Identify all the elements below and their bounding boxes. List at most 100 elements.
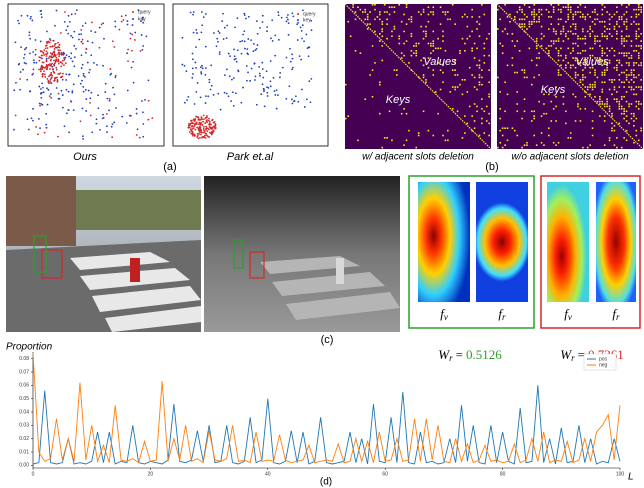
matrix-dot <box>558 38 560 40</box>
matrix-dot <box>601 4 603 6</box>
scatter-dot <box>204 135 206 137</box>
matrix-dot <box>582 16 584 18</box>
scatter-dot <box>25 63 27 65</box>
scatter-dot <box>286 57 288 59</box>
scatter-dot <box>244 14 246 16</box>
matrix-dot <box>638 86 640 88</box>
legend-marker <box>132 11 134 13</box>
matrix-dot <box>381 23 383 25</box>
matrix-dot <box>606 69 608 71</box>
matrix-dot <box>628 57 630 59</box>
matrix-dot <box>488 96 490 98</box>
scatter-dot <box>201 137 203 139</box>
scatter-dot <box>206 119 208 121</box>
matrix-dot <box>597 19 599 21</box>
scatter-dot <box>305 34 307 36</box>
scatter-dot <box>187 96 189 98</box>
matrix-dot <box>374 62 376 64</box>
matrix-dot <box>589 86 591 88</box>
matrix-dot <box>560 9 562 11</box>
matrix-dot <box>582 84 584 86</box>
scatter-dot <box>127 49 129 51</box>
matrix-dot <box>352 4 354 6</box>
matrix-dot <box>531 60 533 62</box>
matrix-dot <box>594 11 596 13</box>
matrix-dot <box>379 33 381 35</box>
matrix-dot <box>553 40 555 42</box>
thermal-photo <box>204 176 400 332</box>
matrix-dot <box>418 135 420 137</box>
scatter-dot <box>41 92 43 94</box>
matrix-dot <box>538 74 540 76</box>
scatter-dot <box>58 47 60 49</box>
matrix-dot <box>507 94 509 96</box>
matrix-dot <box>521 69 523 71</box>
scatter-dot <box>263 89 265 91</box>
scatter-dot <box>106 113 108 115</box>
scatter-dot <box>109 100 111 102</box>
scatter-dot <box>201 24 203 26</box>
matrix-dot <box>432 31 434 33</box>
matrix-dot <box>638 14 640 16</box>
matrix-dot <box>616 101 618 103</box>
matrix-dot <box>345 118 347 120</box>
matrix-dot <box>604 26 606 28</box>
matrix-dot <box>447 11 449 13</box>
scatter-dot <box>142 123 144 125</box>
scatter-dot <box>24 54 26 56</box>
matrix-dot <box>572 14 574 16</box>
matrix-dot <box>408 130 410 132</box>
matrix-dot <box>599 45 601 47</box>
scatter-dot <box>123 19 125 21</box>
scatter-dot <box>58 55 60 57</box>
scatter-dot <box>96 64 98 66</box>
matrix-dot <box>558 72 560 74</box>
matrix-dot <box>601 52 603 54</box>
matrix-dot <box>379 14 381 16</box>
matrix-dot <box>633 9 635 11</box>
matrix-dot <box>541 26 543 28</box>
matrix-dot <box>621 16 623 18</box>
matrix-dot <box>469 35 471 37</box>
matrix-dot <box>582 14 584 16</box>
matrix-dot <box>423 74 425 76</box>
scatter-dot <box>91 22 93 24</box>
feature-label: fv <box>440 306 448 322</box>
scatter-dot <box>189 124 191 126</box>
scatter-dot <box>39 127 41 129</box>
matrix-dot <box>507 140 509 142</box>
matrix-dot <box>459 84 461 86</box>
scatter-dot <box>59 61 61 63</box>
scatter-dot <box>44 73 46 75</box>
matrix-dot <box>555 106 557 108</box>
scatter-dot <box>205 95 207 97</box>
scatter-dot <box>43 91 45 93</box>
scatter-dot <box>47 104 49 106</box>
scatter-dot <box>70 57 72 59</box>
scatter-dot <box>291 99 293 101</box>
scatter-dot <box>46 127 48 129</box>
scatter-dot <box>38 60 40 62</box>
matrix-dot <box>558 74 560 76</box>
scatter-dot <box>81 41 83 43</box>
matrix-dot <box>563 103 565 105</box>
scatter-dot <box>209 121 211 123</box>
matrix-dot <box>616 21 618 23</box>
matrix-dot <box>452 86 454 88</box>
matrix-dot <box>621 31 623 33</box>
matrix-dot <box>619 26 621 28</box>
matrix-dot <box>609 140 611 142</box>
matrix-dot <box>546 48 548 50</box>
scatter-dot <box>300 26 302 28</box>
scatter-dot <box>85 89 87 91</box>
scatter-dot <box>38 69 40 71</box>
matrix-dot <box>533 135 535 137</box>
matrix-dot <box>638 108 640 110</box>
matrix-dot <box>599 115 601 117</box>
scatter-dot <box>242 34 244 36</box>
matrix-dot <box>636 94 638 96</box>
scatter-dot <box>66 112 68 114</box>
matrix-dot <box>372 45 374 47</box>
scatter-dot <box>114 76 116 78</box>
feature-label: fr <box>498 306 506 322</box>
